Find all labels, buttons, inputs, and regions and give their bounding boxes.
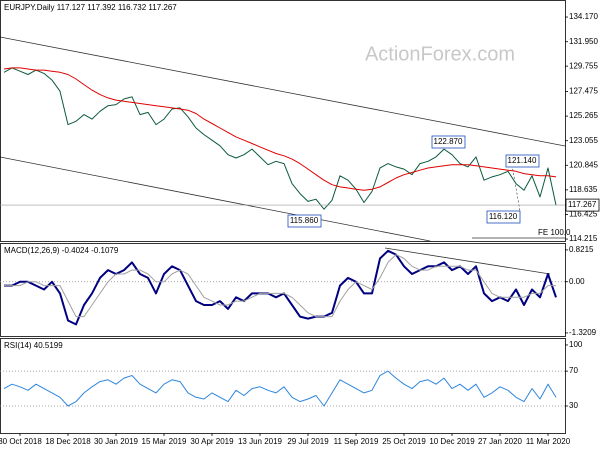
pane-title: MACD(12,26,9) -0.4024 -0.1079	[4, 246, 119, 255]
x-tick-label: 11 Mar 2020	[526, 437, 571, 446]
channel-lower	[0, 156, 431, 242]
x-tick-label: 29 Jul 2019	[287, 437, 329, 446]
annotation-box	[505, 154, 540, 168]
y-tick-label: 123.055	[569, 136, 598, 145]
y-tick-label: 131.950	[569, 37, 598, 46]
series-line	[4, 254, 556, 318]
x-tick-label: 30 Jan 2019	[94, 437, 139, 446]
channel-upper	[0, 36, 566, 147]
y-tick-label: 70	[569, 366, 578, 375]
pane-frame	[0, 0, 566, 242]
x-tick-label: 18 Dec 2018	[45, 437, 91, 446]
annotation: 122.870	[434, 137, 463, 146]
macd-trendline	[384, 247, 551, 275]
y-tick-label: 0.8215	[569, 245, 594, 254]
pane-frame	[0, 338, 566, 434]
annotation-box	[486, 210, 521, 224]
pane-frame	[0, 243, 566, 337]
annotation: FE 100.0	[538, 228, 571, 237]
pane-title: EURJPY.Daily 117.127 117.392 116.732 117…	[4, 3, 177, 12]
series-line	[3, 370, 557, 407]
series-line	[4, 249, 557, 326]
x-tick-label: 25 Oct 2019	[382, 437, 426, 446]
x-tick-label: 30 Apr 2019	[190, 437, 234, 446]
annotations: 122.870 115.860 121.140 116.120 FE 100.0	[287, 135, 571, 237]
annotation: 116.120	[489, 212, 518, 221]
y-tick-label: 129.755	[569, 61, 598, 70]
x-tick-label: 27 Jan 2020	[478, 437, 523, 446]
y-tick-label: 118.635	[569, 185, 598, 194]
x-tick-label: 30 Oct 2018	[0, 437, 42, 446]
last-price-label: 117.267	[568, 200, 597, 209]
last-price-box	[565, 198, 600, 212]
y-tick-label: 0.00	[569, 277, 585, 286]
y-tick-label: 114.215	[569, 234, 598, 243]
series-line	[3, 67, 557, 210]
annotation: 121.140	[508, 156, 537, 165]
y-tick-label: 127.475	[569, 87, 598, 96]
annotation: 115.860	[290, 216, 319, 225]
watermark: ActionForex.com	[365, 43, 515, 65]
y-tick-label: 134.170	[569, 12, 598, 21]
series-line	[3, 67, 557, 191]
x-tick-label: 15 Mar 2019	[142, 437, 187, 446]
x-tick-label: 13 Jun 2019	[238, 437, 283, 446]
y-tick-label: 116.425	[569, 210, 598, 219]
x-tick-label: 11 Sep 2019	[334, 437, 379, 446]
y-tick-label: 125.265	[569, 111, 598, 120]
x-tick-label: 10 Dec 2019	[429, 437, 475, 446]
annotation-box	[287, 214, 322, 228]
y-tick-label: 30	[569, 401, 578, 410]
annotation-box	[431, 135, 466, 149]
y-tick-label: -1.3209	[569, 328, 597, 337]
pane-title: RSI(14) 40.5199	[4, 341, 63, 350]
y-tick-label: 100	[569, 340, 583, 349]
y-tick-label: 120.845	[569, 160, 598, 169]
